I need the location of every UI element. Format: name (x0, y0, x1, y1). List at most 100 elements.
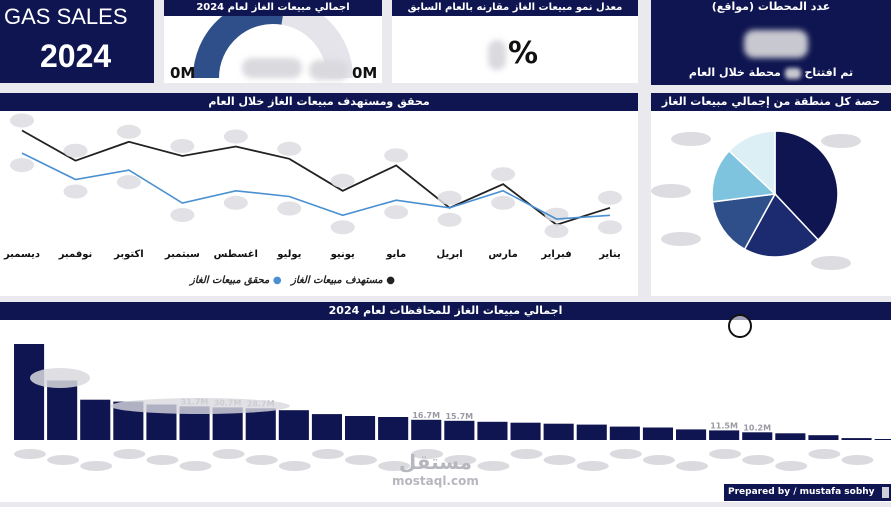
bar-value-label: 15.7M (445, 412, 473, 421)
category-label-blur (278, 461, 311, 471)
x-tick-label: ديسمبر (3, 249, 40, 260)
growth-value-blur (488, 40, 506, 70)
kpi-stations-caption: تم افتتاح محطة خلال العام (651, 66, 891, 79)
gauge (193, 16, 353, 79)
bar (245, 408, 276, 440)
category-label-blur (709, 449, 742, 459)
data-label-blur (544, 224, 569, 238)
data-label-blur (63, 143, 88, 158)
pie-label-blur (671, 132, 711, 146)
category-label-blur (80, 461, 113, 471)
bar (444, 420, 475, 440)
pie-label-blur (651, 184, 691, 198)
bar (874, 439, 891, 440)
line-chart-title: محقق ومستهدف مبيعات الغاز خلال العام (0, 93, 638, 111)
category-label-blur (477, 461, 510, 471)
title-card: GAS SALES 2024 (0, 0, 154, 83)
category-label-blur (775, 461, 808, 471)
kpi-stations-panel: عدد المحطات (مواقع) تم افتتاح محطة خلال … (651, 0, 891, 85)
bar (676, 429, 707, 440)
bar (543, 423, 574, 440)
pie-chart (651, 130, 861, 270)
category-label-blur (345, 455, 377, 465)
watermark-en: mostaql.com (392, 474, 479, 488)
category-label-blur (676, 461, 708, 471)
x-tick-label: ابريل (437, 249, 463, 260)
bar (841, 438, 872, 440)
gauge-min-label: 0M (170, 64, 196, 82)
data-label-blur (384, 148, 409, 163)
pie-label-blur (811, 256, 851, 270)
category-label-blur (808, 449, 841, 459)
data-label-blur (491, 195, 516, 210)
bar (642, 427, 673, 440)
category-label-blur (609, 449, 642, 459)
category-label-blur (47, 455, 80, 465)
line-legend: ● مستهدف مبيعات الغاز ● محقق مبيعات الغا… (190, 275, 395, 286)
legend-target-label: مستهدف مبيعات الغاز (291, 275, 383, 286)
bar (609, 426, 640, 440)
category-label-blur (841, 455, 874, 465)
title-line1: GAS SALES (4, 4, 128, 29)
caption-value-blur (784, 67, 801, 79)
data-label-blur (10, 113, 34, 128)
data-label-blur (223, 195, 248, 210)
kpi-total-panel: اجمالي مبيعات الغاز لعام 2024 0M 0M (164, 0, 382, 83)
pie-slice (711, 193, 777, 251)
bar-label-blur (110, 398, 290, 414)
prepared-marker (882, 487, 889, 498)
data-label-blur (598, 220, 622, 235)
x-tick-label: يناير (598, 249, 621, 260)
data-label-blur (116, 175, 141, 190)
bar-value-label: 11.5M (710, 421, 738, 430)
line-chart-panel: محقق ومستهدف مبيعات الغاز خلال العام ينا… (0, 93, 638, 296)
bar (742, 432, 773, 440)
caption-b: محطة خلال العام (688, 66, 781, 79)
bar (709, 430, 740, 440)
data-label-blur (598, 190, 622, 205)
bar (47, 380, 78, 440)
kpi-growth-title: معدل نمو مبيعات الغاز مقارنه بالعام السا… (392, 0, 638, 16)
bar (311, 414, 342, 440)
bar-value-label: 16.7M (412, 411, 440, 420)
data-label-blur (277, 141, 302, 156)
bar (378, 417, 409, 440)
bar (477, 421, 508, 440)
legend-actual-label: محقق مبيعات الغاز (190, 275, 270, 286)
title-year: 2024 (40, 38, 112, 74)
bar (14, 344, 45, 440)
data-label-blur (223, 129, 248, 144)
prepared-by-text: Prepared by / mustafa sobhy (728, 487, 875, 497)
legend-actual-dot: ● (272, 275, 282, 286)
category-label-blur (411, 449, 444, 459)
bar (345, 416, 376, 440)
bar (411, 419, 442, 440)
gauge-max-blur (309, 60, 349, 80)
pie-chart-panel: حصة كل منطقة من إجمالي مبيعات الغاز (651, 93, 891, 296)
x-tick-label: يونيو (330, 249, 355, 260)
category-label-blur (378, 461, 411, 471)
x-tick-label: سبتمبر (164, 249, 200, 260)
pie-slice (728, 130, 776, 196)
caption-a: تم افتتاح (804, 66, 854, 79)
data-label-blur (330, 220, 355, 235)
category-label-blur (14, 449, 46, 459)
x-tick-label: نوفمبر (58, 249, 93, 260)
category-label-blur (245, 455, 278, 465)
bar (510, 422, 541, 440)
pie-slice (774, 130, 839, 241)
bar-value-label: 10.2M (743, 423, 771, 432)
data-label-blur (63, 184, 88, 199)
bar (80, 399, 111, 440)
x-tick-label: مايو (385, 249, 406, 260)
growth-value: % (508, 36, 539, 71)
bar (576, 424, 607, 440)
cursor-ring (728, 314, 752, 338)
bar-chart-title: اجمالي مبيعات الغاز للمحافظات لعام 2024 (0, 302, 891, 320)
data-label-blur (437, 212, 462, 227)
bar-label-blur (30, 368, 90, 388)
kpi-total-title: اجمالي مبيعات الغاز لعام 2024 (164, 0, 382, 16)
category-label-blur (576, 461, 609, 471)
data-label-blur (10, 158, 34, 173)
data-label-blur (384, 205, 409, 220)
